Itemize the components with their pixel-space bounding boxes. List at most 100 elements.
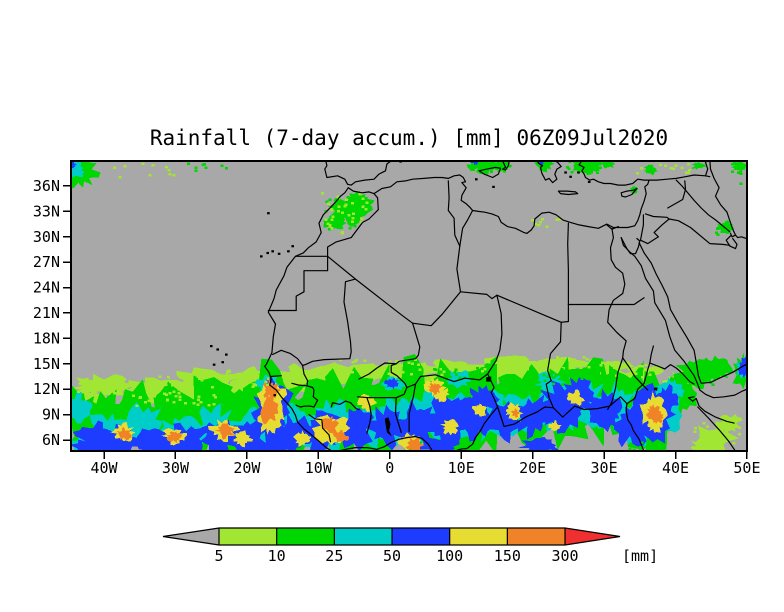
rain-speckle: [97, 384, 101, 388]
colorbar-segment: [276, 528, 335, 545]
rain-speckle: [497, 360, 501, 364]
rain-speckle: [266, 377, 270, 380]
rain-speckle: [560, 368, 564, 371]
rain-speckle: [166, 399, 169, 402]
rain-speckle: [204, 372, 208, 376]
x-tick-label: 0: [385, 459, 394, 477]
rain-speckle: [170, 384, 174, 387]
rain-speckle: [472, 168, 475, 172]
rain-speckle: [329, 208, 333, 211]
rain-speckle: [359, 220, 363, 224]
rain-speckle: [489, 170, 493, 173]
rain-speckle: [251, 385, 255, 388]
rain-speckle: [439, 368, 443, 371]
rain-speckle: [389, 373, 393, 376]
rain-speckle: [711, 434, 715, 437]
rain-speckle: [570, 170, 574, 174]
rain-speckle: [698, 366, 702, 370]
coastline: [390, 363, 408, 389]
rain-speckle: [534, 223, 538, 226]
coastline: [395, 322, 421, 365]
rain-speckle: [495, 167, 498, 170]
rain-speckle: [730, 162, 734, 166]
island-dot: [221, 361, 224, 364]
rain-speckle: [688, 169, 692, 172]
rain-speckle: [712, 432, 716, 436]
rain-speckle: [543, 367, 547, 371]
rain-speckle: [336, 195, 340, 198]
rain-speckle: [585, 357, 589, 361]
rain-speckle: [245, 372, 249, 375]
rain-blob: [691, 161, 706, 170]
rain-speckle: [333, 362, 337, 365]
coastline: [649, 362, 695, 385]
rain-speckle: [418, 368, 422, 371]
rain-speckle: [601, 361, 604, 364]
rain-speckle: [469, 168, 473, 171]
rain-speckle: [156, 382, 160, 386]
coastline: [327, 255, 414, 324]
rain-speckle: [172, 401, 176, 404]
rain-speckle: [562, 373, 566, 376]
rain-speckle: [502, 366, 506, 370]
rain-speckle: [86, 391, 90, 394]
island-dot: [273, 394, 277, 397]
colorbar-level-label: 300: [551, 547, 578, 565]
rain-speckle: [387, 372, 391, 376]
rain-speckle: [192, 401, 196, 405]
rain-speckle: [671, 167, 675, 171]
rain-speckle: [323, 224, 327, 228]
y-tick-label: 27N: [33, 253, 60, 271]
lake: [384, 417, 392, 437]
rain-speckle: [692, 362, 696, 366]
rain-speckle: [738, 426, 742, 430]
rain-blob: [166, 431, 183, 444]
rain-speckle: [264, 380, 268, 383]
rain-speckle: [582, 356, 586, 359]
rain-speckle: [393, 366, 397, 370]
coastline: [327, 192, 379, 257]
rain-speckle: [220, 164, 224, 167]
rain-speckle: [85, 377, 89, 381]
rain-speckle: [483, 358, 487, 362]
rain-speckle: [76, 390, 80, 394]
rain-speckle: [579, 366, 583, 369]
rain-speckle: [640, 166, 644, 170]
island-dot: [492, 185, 495, 188]
rain-speckle: [556, 355, 560, 359]
rain-speckle: [634, 372, 638, 375]
rain-blob: [651, 412, 664, 425]
rain-speckle: [640, 365, 644, 368]
rain-speckle: [739, 162, 743, 165]
rain-speckle: [715, 365, 719, 369]
rain-speckle: [615, 374, 618, 378]
rain-speckle: [253, 383, 257, 387]
rain-speckle: [708, 364, 712, 368]
rain-speckle: [471, 376, 475, 379]
rain-speckle: [511, 364, 515, 367]
rain-speckle: [213, 396, 217, 399]
island-dot: [277, 252, 281, 255]
rain-speckle: [225, 372, 229, 375]
rain-speckle: [338, 225, 342, 229]
rain-speckle: [330, 218, 334, 222]
rain-speckle: [580, 377, 584, 380]
rain-speckle: [458, 376, 462, 380]
rain-speckle: [482, 372, 486, 375]
rain-speckle: [248, 371, 252, 375]
coastline: [536, 160, 562, 184]
rain-speckle: [320, 192, 324, 195]
rain-speckle: [454, 368, 458, 371]
rain-speckle: [699, 377, 703, 380]
y-tick-label: 30N: [33, 228, 60, 246]
coastline: [447, 180, 461, 247]
rain-speckle: [112, 390, 116, 393]
rain-speckle: [680, 166, 684, 170]
rain-speckle: [546, 375, 550, 378]
colorbar-level-label: 100: [436, 547, 463, 565]
rain-blob: [518, 436, 560, 452]
colorbar: 5 10 25 50 100 150 300 [mm]: [162, 527, 658, 565]
rain-speckle: [694, 426, 698, 430]
rain-speckle: [524, 365, 528, 368]
rain-speckle: [716, 233, 720, 236]
